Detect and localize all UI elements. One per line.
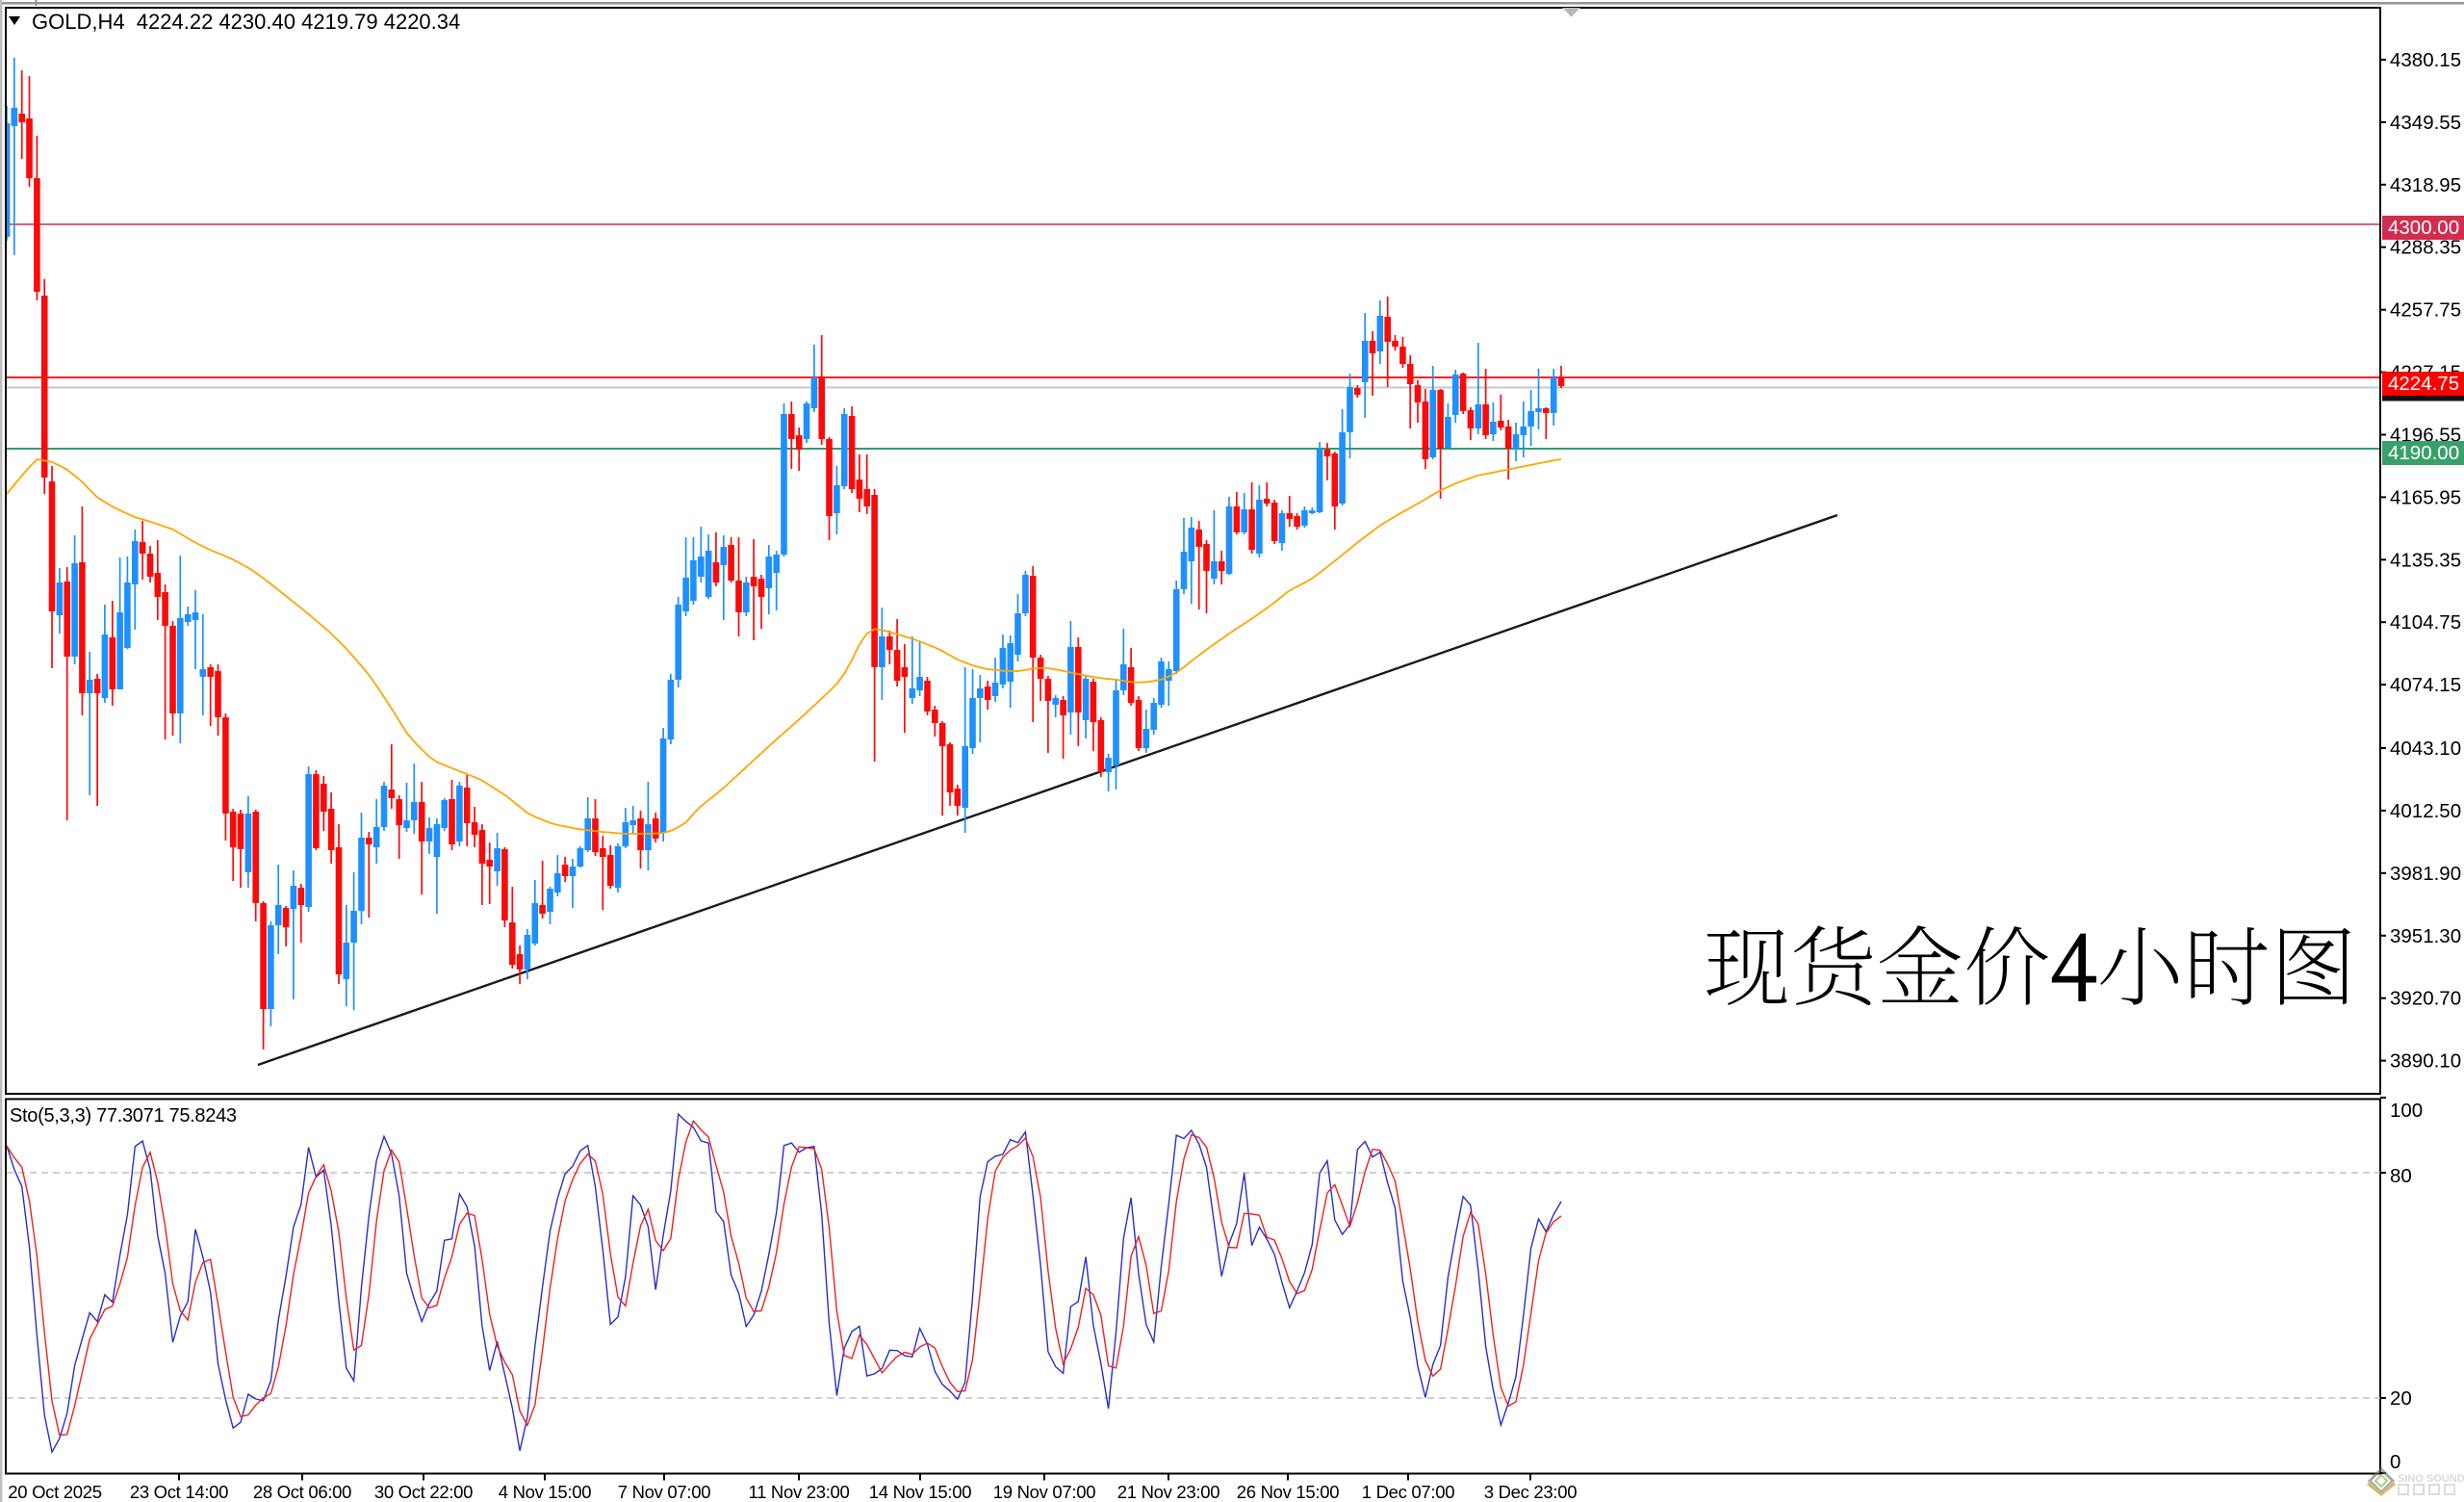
svg-text:20 Oct 2025: 20 Oct 2025 [8, 1482, 102, 1502]
svg-text:0: 0 [2390, 1451, 2400, 1473]
svg-text:3 Dec 23:00: 3 Dec 23:00 [1484, 1482, 1577, 1502]
svg-text:100: 100 [2390, 1100, 2423, 1122]
svg-text:21 Nov 23:00: 21 Nov 23:00 [1117, 1482, 1219, 1502]
svg-text:4043.10: 4043.10 [2390, 738, 2461, 760]
svg-text:4 Nov 15:00: 4 Nov 15:00 [499, 1482, 591, 1502]
svg-text:20: 20 [2390, 1387, 2412, 1410]
svg-text:3890.10: 3890.10 [2390, 1050, 2461, 1073]
svg-text:GOLD,H4 4224.22 4230.40 4219.: GOLD,H4 4224.22 4230.40 4219.79 4220.34 [32, 10, 460, 34]
svg-text:3981.90: 3981.90 [2390, 863, 2461, 885]
svg-text:7 Nov 07:00: 7 Nov 07:00 [618, 1482, 710, 1502]
svg-text:26 Nov 15:00: 26 Nov 15:00 [1237, 1482, 1339, 1502]
svg-text:4257.75: 4257.75 [2390, 299, 2461, 322]
svg-text:4135.35: 4135.35 [2390, 549, 2461, 571]
svg-text:4074.15: 4074.15 [2390, 674, 2461, 696]
svg-text:11 Nov 23:00: 11 Nov 23:00 [748, 1482, 849, 1502]
svg-text:4196.55: 4196.55 [2390, 425, 2461, 447]
svg-text:4349.55: 4349.55 [2390, 112, 2461, 134]
svg-text:Sto(5,3,3) 77.3071 75.8243: Sto(5,3,3) 77.3071 75.8243 [10, 1105, 237, 1126]
svg-text:4224.75: 4224.75 [2388, 373, 2459, 395]
svg-text:4288.35: 4288.35 [2390, 237, 2461, 259]
svg-text:4300.00: 4300.00 [2388, 217, 2459, 239]
svg-text:23 Oct 14:00: 23 Oct 14:00 [130, 1482, 228, 1502]
svg-text:4165.95: 4165.95 [2390, 486, 2461, 508]
svg-text:SINO SOUND: SINO SOUND [2398, 1473, 2464, 1485]
svg-text:4380.15: 4380.15 [2390, 49, 2461, 71]
svg-text:30 Oct 22:00: 30 Oct 22:00 [374, 1482, 473, 1502]
svg-text:4012.50: 4012.50 [2390, 800, 2461, 822]
svg-text:4190.00: 4190.00 [2388, 442, 2459, 464]
svg-text:3951.30: 3951.30 [2390, 925, 2461, 947]
svg-text:1 Dec 07:00: 1 Dec 07:00 [1362, 1482, 1454, 1502]
svg-text:80: 80 [2390, 1165, 2412, 1187]
svg-text:4318.95: 4318.95 [2390, 174, 2461, 196]
svg-text:19 Nov 07:00: 19 Nov 07:00 [993, 1482, 1095, 1502]
svg-text:14 Nov 15:00: 14 Nov 15:00 [869, 1482, 971, 1502]
svg-text:3920.70: 3920.70 [2390, 988, 2461, 1010]
svg-text:28 Oct 06:00: 28 Oct 06:00 [253, 1482, 351, 1502]
svg-text:4104.75: 4104.75 [2390, 611, 2461, 634]
